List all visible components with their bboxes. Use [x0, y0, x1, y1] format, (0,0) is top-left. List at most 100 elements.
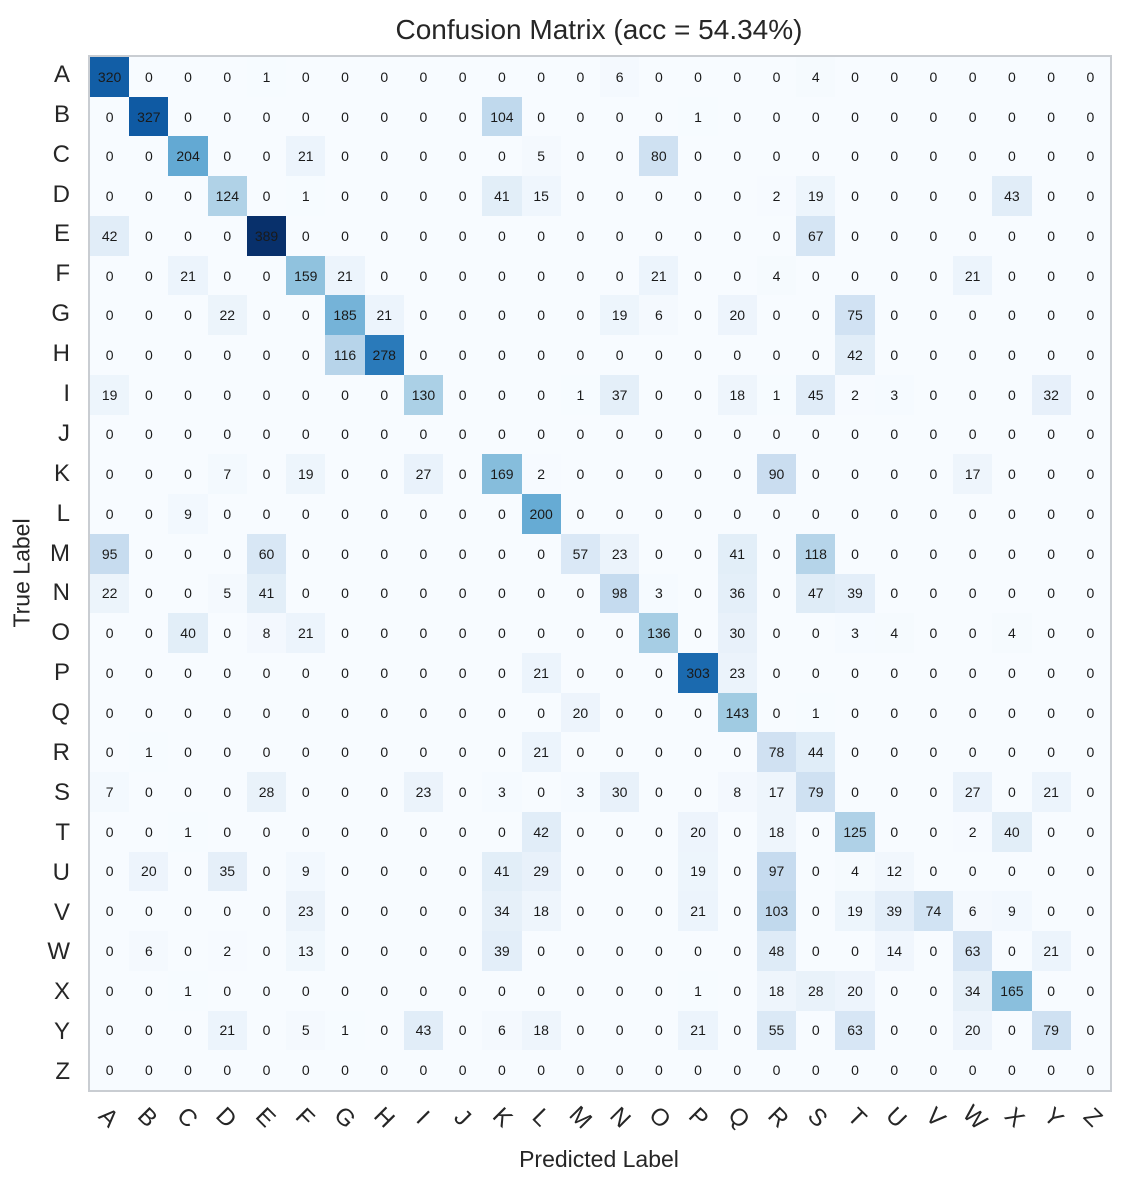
matrix-cell: 23	[717, 652, 757, 693]
matrix-cell: 0	[1031, 295, 1071, 336]
matrix-cell: 0	[286, 414, 326, 455]
matrix-cell: 0	[1070, 573, 1110, 614]
matrix-cell: 0	[246, 295, 287, 336]
matrix-cell: 0	[992, 652, 1032, 693]
matrix-cell: 0	[600, 1050, 640, 1090]
matrix-cell: 0	[560, 931, 600, 971]
matrix-cell: 0	[717, 931, 757, 971]
matrix-cell: 0	[1070, 1050, 1110, 1090]
matrix-cell: 0	[482, 1050, 522, 1090]
matrix-cell: 0	[246, 454, 287, 495]
matrix-cell: 0	[325, 732, 365, 773]
matrix-cell: 63	[953, 931, 993, 971]
x-tick-label: L	[526, 1103, 556, 1132]
x-tick-slot: C	[167, 1096, 206, 1142]
matrix-cell: 21	[521, 652, 561, 693]
y-tick-label: Q	[51, 699, 70, 727]
x-tick-slot: K	[482, 1096, 521, 1142]
matrix-cell: 0	[443, 494, 483, 534]
matrix-cell: 0	[443, 295, 483, 336]
x-tick-label: H	[368, 1101, 400, 1134]
matrix-cell: 0	[168, 96, 208, 137]
matrix-cell: 0	[600, 176, 640, 216]
matrix-cell: 21	[678, 891, 718, 932]
matrix-cell: 20	[717, 295, 757, 336]
matrix-cell: 8	[246, 613, 287, 653]
matrix-cell: 0	[756, 573, 797, 614]
matrix-cell: 0	[364, 454, 404, 495]
matrix-cell: 41	[717, 533, 757, 574]
matrix-cell: 5	[286, 1010, 326, 1051]
matrix-cell: 0	[443, 176, 483, 216]
matrix-cell: 0	[796, 1050, 836, 1090]
matrix-cell: 4	[874, 613, 914, 653]
matrix-cell: 0	[403, 573, 444, 614]
matrix-cell: 0	[560, 1050, 600, 1090]
matrix-cell: 0	[992, 335, 1032, 375]
matrix-cell: 21	[953, 255, 993, 296]
matrix-cell: 0	[835, 176, 875, 216]
matrix-cell: 45	[796, 374, 836, 415]
matrix-cell: 0	[1031, 454, 1071, 495]
y-tick-label: J	[58, 419, 70, 447]
matrix-cell: 389	[246, 215, 287, 256]
matrix-cell: 0	[286, 295, 326, 336]
matrix-cell: 0	[90, 811, 130, 852]
matrix-cell: 0	[756, 136, 797, 177]
y-tick-label: H	[52, 340, 70, 368]
matrix-cell: 0	[560, 891, 600, 932]
matrix-cell: 0	[129, 811, 169, 852]
matrix-cell: 0	[129, 613, 169, 653]
matrix-cell: 0	[207, 374, 247, 415]
matrix-cell: 0	[600, 136, 640, 177]
matrix-cell: 0	[403, 176, 444, 216]
matrix-cell: 9	[286, 851, 326, 892]
matrix-cell: 0	[560, 215, 600, 256]
matrix-cell: 0	[90, 732, 130, 773]
matrix-cell: 0	[600, 96, 640, 137]
matrix-cell: 0	[874, 255, 914, 296]
matrix-cell: 21	[521, 732, 561, 773]
matrix-cell: 0	[600, 414, 640, 455]
matrix-cell: 0	[129, 692, 169, 733]
matrix-cell: 18	[756, 970, 797, 1011]
x-tick-label: D	[210, 1101, 242, 1134]
matrix-cell: 0	[600, 613, 640, 653]
heatmap-grid: 320 0 0 0 1 0 0 0 0 0 0 0 0 6 0 0 0 0 4 0 0 0 0 0 0 0 0 327 0 0 0 0 0 0 0 0…	[90, 57, 1110, 1090]
matrix-cell: 0	[207, 136, 247, 177]
matrix-cell: 21	[286, 136, 326, 177]
matrix-cell: 4	[835, 851, 875, 892]
matrix-cell: 0	[639, 494, 679, 534]
matrix-cell: 0	[168, 851, 208, 892]
matrix-cell: 0	[403, 1050, 444, 1090]
matrix-cell: 0	[246, 335, 287, 375]
matrix-cell: 0	[874, 215, 914, 256]
matrix-cell: 0	[756, 215, 797, 256]
matrix-cell: 0	[364, 652, 404, 693]
matrix-cell: 0	[1031, 533, 1071, 574]
matrix-cell: 0	[1031, 414, 1071, 455]
matrix-cell: 5	[521, 136, 561, 177]
matrix-cell: 0	[90, 1010, 130, 1051]
matrix-cell: 0	[600, 1010, 640, 1051]
matrix-cell: 0	[1070, 494, 1110, 534]
matrix-cell: 0	[364, 136, 404, 177]
matrix-cell: 0	[482, 57, 522, 97]
matrix-cell: 75	[835, 295, 875, 336]
matrix-cell: 0	[600, 970, 640, 1011]
y-tick-label: Z	[55, 1058, 70, 1086]
matrix-cell: 35	[207, 851, 247, 892]
matrix-cell: 0	[129, 772, 169, 812]
matrix-cell: 0	[756, 1050, 797, 1090]
matrix-cell: 0	[90, 295, 130, 336]
matrix-cell: 0	[1031, 652, 1071, 693]
matrix-cell: 0	[835, 57, 875, 97]
matrix-cell: 0	[600, 732, 640, 773]
matrix-cell: 18	[521, 891, 561, 932]
matrix-cell: 0	[482, 970, 522, 1011]
matrix-cell: 0	[443, 772, 483, 812]
matrix-cell: 98	[600, 573, 640, 614]
matrix-cell: 40	[168, 613, 208, 653]
matrix-cell: 0	[796, 811, 836, 852]
matrix-cell: 1	[168, 970, 208, 1011]
